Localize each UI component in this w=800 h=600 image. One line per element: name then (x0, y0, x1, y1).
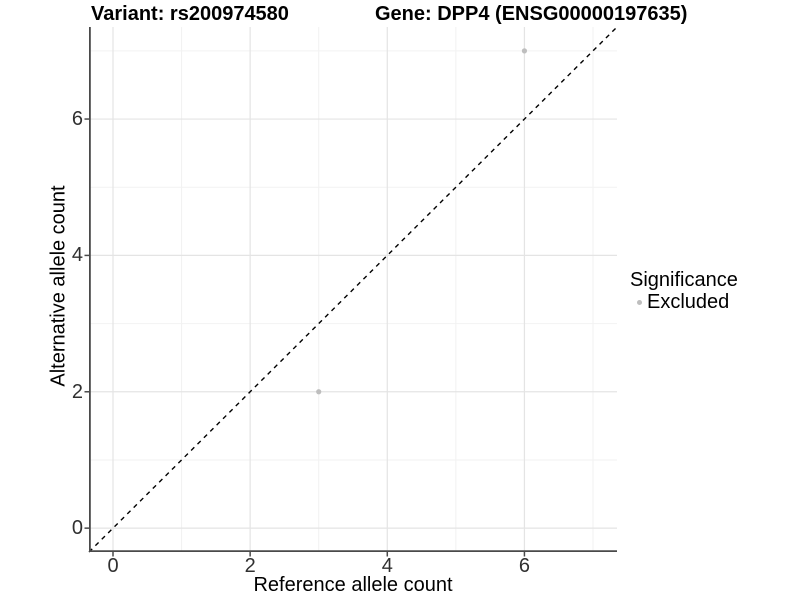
x-tick-label: 0 (107, 555, 119, 577)
legend-items: Excluded (630, 291, 738, 313)
y-tick-label: 0 (71, 517, 83, 540)
legend: Significance Excluded (630, 269, 738, 313)
data-point (316, 389, 322, 395)
plot-title-variant: Variant: rs200974580 (91, 3, 289, 25)
x-tick-label: 6 (518, 555, 530, 577)
y-tick-label: 4 (71, 244, 83, 267)
legend-item: Excluded (637, 291, 738, 313)
identity-dashed-line (88, 26, 618, 553)
plot-title: Variant: rs200974580 Gene: DPP4 (ENSG000… (0, 2, 800, 28)
x-tick-label: 2 (244, 555, 256, 577)
legend-key-dot-icon (637, 299, 642, 305)
y-axis-title: Alternative allele count (47, 185, 70, 387)
y-tick-label: 6 (71, 108, 83, 131)
legend-title: Significance (630, 269, 738, 291)
y-tick-label: 2 (71, 380, 83, 403)
x-tick-label: 4 (381, 555, 393, 577)
x-axis-title: Reference allele count (253, 574, 453, 596)
plot-panel (84, 26, 618, 557)
legend-item-label: Excluded (647, 291, 730, 313)
data-point (521, 48, 528, 54)
plot-title-gene: Gene: DPP4 (ENSG00000197635) (375, 3, 688, 25)
